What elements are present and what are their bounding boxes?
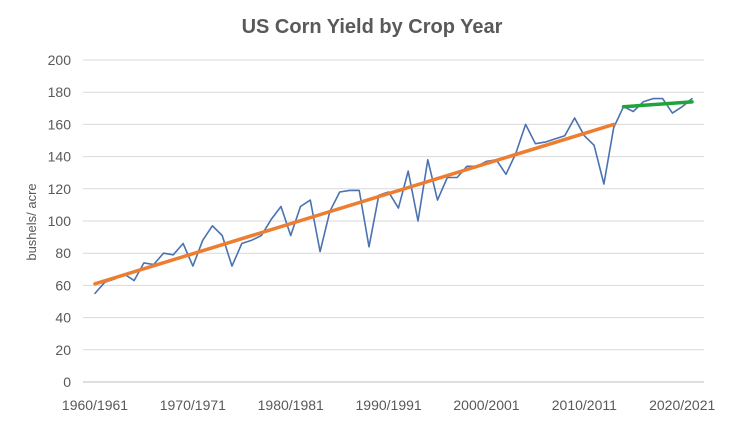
y-tick-label: 100: [48, 213, 72, 229]
x-tick-label: 1970/1971: [160, 397, 226, 413]
x-tick-label: 1990/1991: [356, 397, 422, 413]
y-tick-label: 140: [48, 149, 72, 165]
y-tick-label: 120: [48, 181, 72, 197]
y-tick-label: 160: [48, 116, 72, 132]
x-axis-ticks: 1960/1961 1970/1971 1980/1981 1990/1991 2000…: [62, 397, 716, 413]
y-axis-ticks: 0 20 40 60 80 100 120 140 160 180 200: [48, 52, 72, 390]
y-tick-label: 80: [55, 245, 71, 261]
trendline-orange: [93, 122, 616, 286]
trendline-green: [621, 100, 694, 109]
series-group: [93, 97, 694, 295]
y-axis-label: bushels/ acre: [24, 183, 39, 260]
y-tick-label: 200: [48, 52, 72, 68]
gridlines: [83, 59, 704, 383]
y-tick-label: 180: [48, 84, 72, 100]
y-tick-label: 60: [55, 277, 71, 293]
y-tick-label: 0: [63, 374, 71, 390]
x-tick-label: 1960/1961: [62, 397, 128, 413]
x-tick-label: 2010/2011: [552, 397, 617, 413]
chart-title: US Corn Yield by Crop Year: [242, 16, 503, 38]
x-tick-label: 1980/1981: [258, 397, 324, 413]
y-tick-label: 40: [55, 310, 71, 326]
yield-series-line: [94, 97, 693, 295]
y-tick-label: 20: [55, 342, 71, 358]
x-tick-label: 2000/2001: [453, 397, 519, 413]
x-tick-label: 2020/2021: [649, 397, 715, 413]
